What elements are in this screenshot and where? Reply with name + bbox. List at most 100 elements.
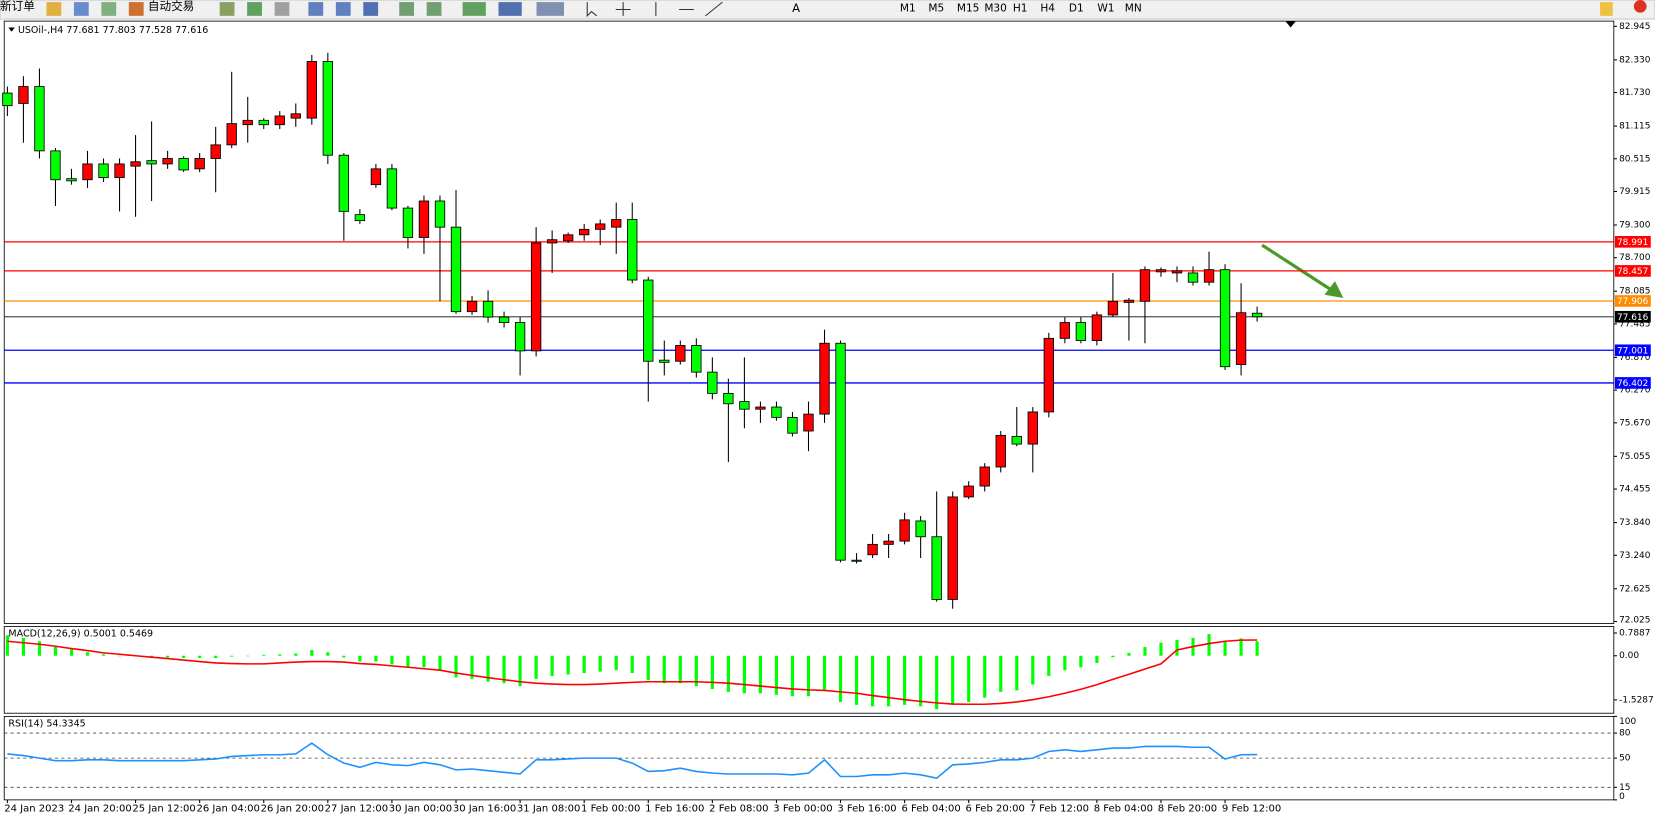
timeframe-button[interactable]: M1	[900, 2, 916, 14]
histogram-bar	[630, 655, 634, 674]
icon[interactable]	[1600, 2, 1613, 16]
candle-body	[482, 300, 494, 318]
candle-body	[739, 401, 750, 410]
icon[interactable]	[46, 2, 62, 16]
histogram-bar	[870, 655, 875, 707]
histogram-bar	[182, 655, 186, 659]
candle-body	[18, 86, 29, 104]
histogram-bar	[1255, 641, 1259, 656]
histogram-bar	[887, 655, 891, 707]
icon[interactable]	[274, 2, 290, 16]
draw-icons[interactable]	[655, 1, 723, 17]
candle-body	[643, 279, 654, 362]
histogram-bar	[1159, 642, 1163, 656]
auto-trading[interactable]: 自动交易	[148, 0, 194, 13]
y-tick-label: 72.025	[1619, 616, 1650, 626]
rsi-title: RSI(14) 54.3345	[8, 718, 85, 729]
new-order[interactable]: 新订单	[0, 0, 35, 13]
candle-body	[50, 150, 61, 181]
candle-body	[338, 154, 350, 212]
candle-body	[835, 342, 846, 561]
candle-body	[130, 161, 141, 167]
icon[interactable]	[426, 2, 442, 16]
icon[interactable]	[247, 2, 262, 16]
y-tick-label: 0	[1619, 792, 1625, 802]
timeframe-button[interactable]: D1	[1069, 2, 1084, 14]
candle-body	[514, 322, 526, 352]
timeframe-button[interactable]: H1	[1013, 2, 1028, 14]
cursor-icon[interactable]	[586, 2, 598, 18]
histogram-bar	[5, 635, 9, 656]
x-tick-label: 2 Feb 08:00	[709, 803, 768, 814]
y-tick-label: 82.945	[1619, 22, 1650, 32]
timeframe-button[interactable]: M30	[984, 2, 1007, 14]
timeframe-button[interactable]: H4	[1040, 2, 1055, 14]
histogram-bar	[806, 655, 811, 697]
histogram-bar	[758, 655, 763, 694]
candle-body	[354, 214, 366, 222]
y-tick-label: 72.625	[1619, 584, 1650, 594]
histogram-bar	[422, 655, 426, 668]
alert-icon[interactable]	[1633, 0, 1647, 13]
histogram-bar	[198, 655, 202, 659]
candle-body	[707, 371, 718, 394]
menu-arrow[interactable]	[8, 27, 15, 32]
icon[interactable]	[335, 2, 351, 16]
indicator-line	[7, 639, 1258, 706]
crosshair-icon[interactable]	[615, 2, 631, 16]
candle-body	[434, 200, 446, 228]
icon[interactable]	[399, 2, 415, 16]
candle-body	[498, 316, 510, 323]
icon[interactable]	[128, 2, 144, 16]
candle-body	[1075, 322, 1087, 341]
icon[interactable]	[73, 2, 89, 16]
level-tag	[1614, 344, 1651, 357]
y-tick-label: 81.115	[1619, 122, 1650, 132]
icon[interactable]	[308, 2, 324, 16]
y-tick-label: 79.915	[1619, 187, 1650, 197]
icon[interactable]	[498, 2, 522, 16]
y-tick-label: 0.7887	[1619, 628, 1650, 638]
candle-body	[803, 413, 814, 432]
candle-body	[915, 520, 926, 538]
timeframe-button[interactable]: M15	[957, 2, 980, 14]
histogram-bar	[342, 655, 346, 658]
icon[interactable]	[101, 2, 117, 16]
x-tick-label: 27 Jan 12:00	[325, 803, 388, 814]
y-tick-label: 78.700	[1619, 253, 1651, 263]
text-tool[interactable]: A	[792, 1, 800, 15]
candle-body	[530, 242, 542, 352]
histogram-bar	[1127, 652, 1131, 656]
histogram-bar	[262, 654, 266, 656]
timeframe-button[interactable]: W1	[1097, 2, 1114, 14]
histogram-bar	[438, 655, 442, 671]
candle-body	[1155, 269, 1167, 273]
candle-body	[819, 342, 830, 415]
x-tick-label: 1 Feb 16:00	[645, 803, 704, 814]
timeframe-button[interactable]: M5	[928, 2, 944, 14]
histogram-bar	[246, 655, 250, 657]
histogram-bar	[854, 655, 859, 705]
y-tick-label: 77.485	[1619, 319, 1650, 329]
y-tick-label: 80	[1619, 729, 1631, 739]
icon[interactable]	[219, 2, 235, 16]
timeframe-button[interactable]: MN	[1125, 2, 1142, 14]
histogram-bar	[550, 655, 554, 676]
icon[interactable]	[363, 2, 379, 16]
histogram-bar	[486, 655, 490, 682]
macd-title: MACD(12,26,9) 0.5001 0.5469	[8, 628, 153, 639]
x-tick-label: 6 Feb 04:00	[901, 803, 960, 814]
candle-body	[562, 234, 574, 242]
histogram-bar	[1031, 655, 1035, 685]
candle-body	[306, 61, 317, 119]
icon[interactable]	[536, 2, 564, 16]
candle-body	[627, 219, 638, 281]
x-tick-label: 24 Jan 2023	[4, 803, 64, 814]
candle-body	[1171, 270, 1183, 274]
histogram-bar	[21, 637, 25, 656]
candle-body	[1027, 411, 1038, 445]
candle-body	[659, 359, 670, 363]
y-tick-label: 76.270	[1619, 386, 1651, 396]
icon[interactable]	[462, 2, 486, 16]
candle-body	[194, 158, 205, 170]
